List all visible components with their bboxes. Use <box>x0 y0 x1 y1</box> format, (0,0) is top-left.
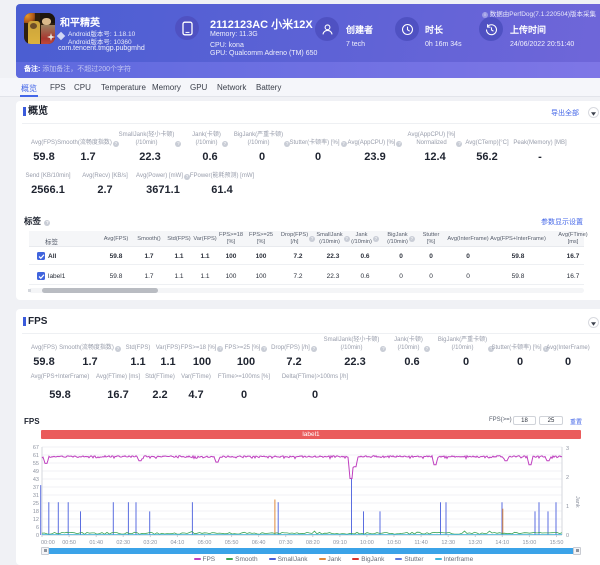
svg-text:55: 55 <box>33 461 39 467</box>
svg-text:31: 31 <box>33 493 39 499</box>
svg-text:02:30: 02:30 <box>116 540 130 546</box>
svg-text:1: 1 <box>566 504 569 510</box>
svg-text:14:10: 14:10 <box>495 540 509 546</box>
svg-text:49: 49 <box>33 469 39 475</box>
svg-text:0: 0 <box>36 533 39 539</box>
svg-text:13:20: 13:20 <box>468 540 482 546</box>
svg-text:06:40: 06:40 <box>252 540 266 546</box>
svg-text:15:50: 15:50 <box>550 540 564 546</box>
svg-text:0: 0 <box>566 533 569 539</box>
svg-text:05:00: 05:00 <box>198 540 212 546</box>
svg-text:00:50: 00:50 <box>62 540 76 546</box>
svg-text:11:40: 11:40 <box>414 540 427 546</box>
svg-text:00:00: 00:00 <box>41 540 55 546</box>
svg-text:07:30: 07:30 <box>279 540 293 546</box>
svg-text:04:10: 04:10 <box>171 540 185 546</box>
svg-text:6: 6 <box>36 525 39 531</box>
svg-text:10:50: 10:50 <box>387 540 401 546</box>
svg-text:25: 25 <box>33 501 39 507</box>
svg-text:03:20: 03:20 <box>143 540 157 546</box>
svg-text:08:20: 08:20 <box>306 540 320 546</box>
svg-text:67: 67 <box>33 445 39 451</box>
svg-text:01:40: 01:40 <box>89 540 103 546</box>
svg-text:61: 61 <box>33 453 39 459</box>
svg-text:37: 37 <box>33 485 39 491</box>
svg-text:Jank: Jank <box>574 496 580 508</box>
svg-text:2: 2 <box>566 475 569 481</box>
svg-text:05:50: 05:50 <box>225 540 239 546</box>
svg-text:15:00: 15:00 <box>523 540 537 546</box>
svg-text:12: 12 <box>33 517 39 523</box>
svg-text:12:30: 12:30 <box>441 540 455 546</box>
svg-text:43: 43 <box>33 477 39 483</box>
svg-text:3: 3 <box>566 446 569 452</box>
svg-text:10:00: 10:00 <box>360 540 374 546</box>
svg-text:09:10: 09:10 <box>333 540 347 546</box>
svg-text:18: 18 <box>33 509 39 515</box>
